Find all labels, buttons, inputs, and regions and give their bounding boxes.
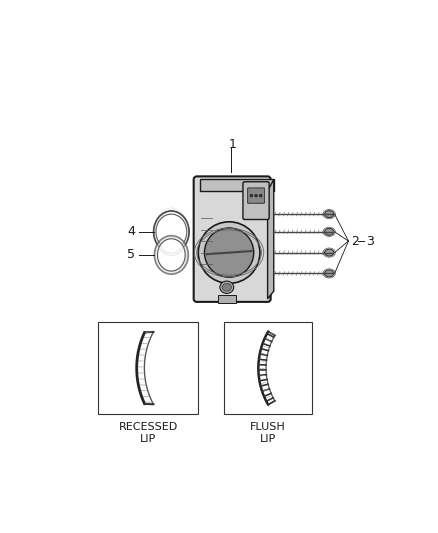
Ellipse shape [325,270,334,277]
FancyBboxPatch shape [247,188,265,203]
Polygon shape [268,180,274,299]
Ellipse shape [325,249,334,256]
Ellipse shape [205,228,254,277]
Ellipse shape [255,195,258,197]
Text: 5: 5 [127,248,135,261]
Ellipse shape [259,195,262,197]
Ellipse shape [158,239,185,271]
Bar [98,322,198,414]
Text: RECESSED
LIP: RECESSED LIP [119,422,178,443]
Bar [224,322,312,414]
FancyBboxPatch shape [243,182,269,220]
FancyBboxPatch shape [218,295,236,303]
Ellipse shape [250,195,253,197]
Text: 3: 3 [366,235,374,247]
Ellipse shape [222,284,231,291]
Ellipse shape [325,228,334,235]
Ellipse shape [220,281,234,294]
Ellipse shape [198,222,260,284]
Text: 1: 1 [229,138,237,150]
FancyBboxPatch shape [194,176,271,302]
Ellipse shape [325,211,334,217]
Ellipse shape [155,236,188,274]
Text: 4: 4 [127,225,135,238]
Text: FLUSH
LIP: FLUSH LIP [250,422,286,443]
Text: 2: 2 [352,235,360,247]
Polygon shape [200,180,274,191]
